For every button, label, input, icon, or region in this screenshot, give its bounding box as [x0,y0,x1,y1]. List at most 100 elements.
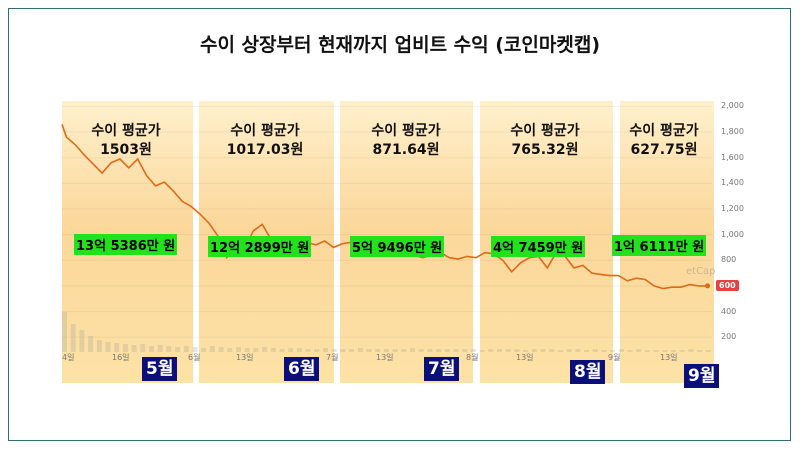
volume-bar [70,324,76,352]
volume-bar [296,348,302,352]
current-price-tag: 600 [716,279,739,291]
volume-bar [418,349,424,352]
volume-bar [410,348,415,352]
volume-bar [514,349,520,352]
volume-bar [653,350,659,352]
month-badge: 5월 [142,357,178,381]
volume-bar [331,349,337,352]
panel-avg-label: 수이 평균가 [629,123,699,139]
volume-bar [627,350,633,352]
volume-bar [375,349,381,352]
panel-avg-price: 871.64원 [372,142,440,158]
volume-bar [236,347,241,352]
volume-bar [575,349,581,352]
volume-bar [262,347,268,352]
volume-bar [175,347,181,352]
volume-bar [592,349,598,352]
panel-avg-price: 627.75원 [630,142,698,158]
profit-label: 1억 6111만 원 [612,235,707,256]
volume-bar [557,350,563,352]
chart-title: 수이 상장부터 현재까지 업비트 수익 (코인마켓캡) [199,34,601,56]
volume-bar [488,349,494,352]
volume-bar [96,340,102,352]
profit-label: 5억 9496만 원 [350,236,445,257]
x-tick-label: 16일 [112,353,130,362]
y-tick-label: 1,600 [721,152,744,162]
volume-bar [549,349,555,352]
y-tick-label: 2,000 [721,101,744,111]
last-price-marker [705,283,711,289]
volume-bar [227,348,233,352]
x-tick-label: 6월 [188,353,201,362]
chart-frame [8,8,791,441]
volume-bar [314,349,320,352]
panel-avg-price: 1503원 [100,142,152,158]
volume-bar [444,349,450,352]
panel-avg-label: 수이 평균가 [230,123,300,139]
volume-bar [79,330,85,352]
volume-bar [584,350,589,352]
volume-bar [62,312,67,352]
volume-bar [157,345,163,352]
volume-bar [479,350,485,352]
x-tick-label: 13일 [376,353,394,362]
y-tick-label: 1,800 [721,127,744,137]
volume-bar [253,348,259,352]
x-tick-label: 9월 [608,353,621,362]
y-tick-label: 200 [721,332,737,342]
volume-bar [209,346,215,352]
volume-bar [122,344,128,352]
volume-bar [427,349,433,352]
volume-bar [671,350,676,352]
panel-avg-label: 수이 평균가 [371,123,441,139]
volume-bar [392,349,398,352]
profit-label: 12억 2899만 원 [208,236,312,257]
volume-bar [305,349,311,352]
y-tick-label: 800 [721,255,737,265]
volume-bar [192,347,198,352]
x-tick-label: 7월 [326,353,339,362]
volume-bar [453,349,459,352]
volume-bar [166,346,172,352]
profit-label: 13억 5386만 원 [74,234,178,255]
volume-bar [218,347,224,352]
volume-bar [349,349,355,352]
volume-bar [505,349,511,352]
volume-bar [183,346,189,352]
volume-bar [497,349,502,352]
month-badge: 8월 [570,360,606,384]
x-tick-label: 13일 [236,353,254,362]
volume-bar [462,349,468,352]
y-tick-label: 1,000 [721,229,744,239]
x-tick-label: 13일 [660,353,678,362]
volume-bar [636,349,642,352]
volume-bar [697,350,703,352]
panel-avg-label: 수이 평균가 [510,123,580,139]
volume-bar [140,344,146,352]
volume-bar [244,348,250,352]
volume-bar [340,349,346,352]
volume-bar [705,350,711,352]
volume-bar [540,349,546,352]
volume-bar [566,349,572,352]
volume-bar [679,350,685,352]
panel-avg-label: 수이 평균가 [91,123,161,139]
volume-bar [601,350,607,352]
watermark-text: etCap [686,266,716,277]
volume-bar [288,348,294,352]
volume-bar [114,343,120,352]
month-badge: 9월 [684,364,720,388]
volume-bar [610,350,616,352]
volume-bar [357,348,363,352]
volume-bar [644,350,650,352]
volume-bar [323,348,328,352]
volume-bar [436,349,442,352]
volume-bar [401,349,407,352]
y-tick-label: 400 [721,306,737,316]
volume-bar [688,349,694,352]
y-tick-label: 1,400 [721,178,744,188]
x-tick-label: 8월 [466,353,479,362]
month-badge: 7월 [424,357,460,381]
volume-bar [523,350,529,352]
